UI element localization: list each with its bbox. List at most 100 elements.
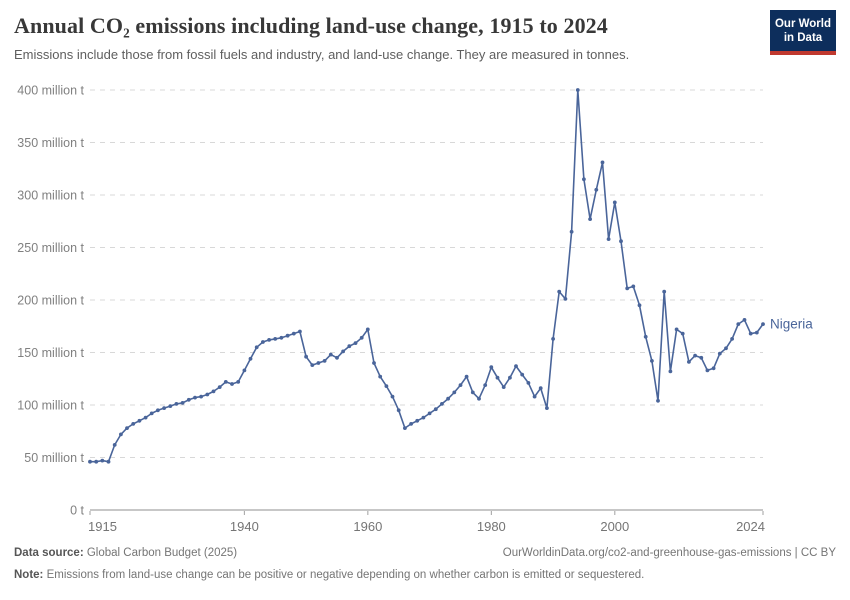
data-point[interactable] bbox=[149, 411, 154, 416]
data-point[interactable] bbox=[156, 408, 160, 413]
data-point[interactable] bbox=[674, 327, 679, 332]
data-point[interactable] bbox=[643, 334, 648, 339]
data-point[interactable] bbox=[433, 407, 438, 412]
data-point[interactable] bbox=[143, 415, 148, 420]
data-point[interactable] bbox=[656, 398, 660, 403]
data-point[interactable] bbox=[717, 351, 722, 356]
data-point[interactable] bbox=[365, 327, 370, 332]
data-point[interactable] bbox=[575, 88, 580, 92]
data-point[interactable] bbox=[446, 396, 450, 401]
data-point[interactable] bbox=[236, 380, 241, 384]
data-point[interactable] bbox=[261, 340, 265, 344]
data-point[interactable] bbox=[668, 369, 673, 374]
data-point[interactable] bbox=[588, 217, 592, 222]
data-point[interactable] bbox=[254, 345, 259, 350]
data-point[interactable] bbox=[347, 344, 352, 349]
data-point[interactable] bbox=[563, 297, 568, 301]
data-point[interactable] bbox=[316, 361, 321, 365]
data-point[interactable] bbox=[88, 459, 92, 464]
data-point[interactable] bbox=[711, 366, 716, 371]
data-point[interactable] bbox=[384, 384, 389, 388]
data-point[interactable] bbox=[273, 337, 278, 341]
data-point[interactable] bbox=[291, 331, 296, 336]
data-point[interactable] bbox=[761, 322, 765, 326]
data-point[interactable] bbox=[464, 374, 469, 379]
data-point[interactable] bbox=[625, 286, 630, 291]
data-point[interactable] bbox=[458, 383, 463, 387]
data-point[interactable] bbox=[304, 354, 308, 359]
data-point[interactable] bbox=[106, 459, 111, 464]
data-point[interactable] bbox=[359, 335, 364, 340]
data-point[interactable] bbox=[594, 187, 599, 192]
data-point[interactable] bbox=[631, 284, 636, 289]
data-point[interactable] bbox=[736, 322, 741, 326]
data-point[interactable] bbox=[532, 394, 537, 399]
data-point[interactable] bbox=[267, 338, 271, 342]
data-point[interactable] bbox=[409, 422, 413, 426]
data-point[interactable] bbox=[217, 385, 222, 389]
data-point[interactable] bbox=[705, 368, 710, 373]
data-point[interactable] bbox=[680, 331, 685, 336]
data-point[interactable] bbox=[699, 355, 704, 360]
data-point[interactable] bbox=[223, 380, 228, 384]
data-point[interactable] bbox=[94, 459, 99, 464]
data-point[interactable] bbox=[477, 396, 481, 401]
data-point[interactable] bbox=[538, 386, 543, 391]
data-point[interactable] bbox=[131, 422, 136, 426]
data-point[interactable] bbox=[119, 432, 123, 437]
data-point[interactable] bbox=[452, 390, 457, 395]
data-point[interactable] bbox=[526, 381, 531, 385]
data-point[interactable] bbox=[551, 337, 555, 341]
owid-url-link[interactable]: OurWorldinData.org/co2-and-greenhouse-ga… bbox=[502, 547, 836, 559]
data-point[interactable] bbox=[754, 330, 759, 335]
data-point[interactable] bbox=[205, 392, 210, 397]
data-point[interactable] bbox=[298, 329, 302, 334]
data-point[interactable] bbox=[748, 331, 753, 336]
data-point[interactable] bbox=[199, 394, 204, 399]
data-point[interactable] bbox=[279, 335, 284, 340]
data-point[interactable] bbox=[619, 239, 623, 244]
data-point[interactable] bbox=[495, 375, 500, 380]
data-point[interactable] bbox=[421, 415, 426, 420]
data-point[interactable] bbox=[378, 374, 383, 379]
data-point[interactable] bbox=[742, 318, 747, 322]
data-point[interactable] bbox=[396, 408, 401, 413]
data-point[interactable] bbox=[637, 303, 642, 308]
data-point[interactable] bbox=[483, 383, 488, 387]
owid-logo[interactable]: Our World in Data bbox=[770, 10, 836, 55]
data-point[interactable] bbox=[322, 359, 327, 363]
data-point[interactable] bbox=[390, 394, 395, 399]
data-point[interactable] bbox=[341, 349, 345, 354]
data-point[interactable] bbox=[186, 397, 191, 402]
data-point[interactable] bbox=[612, 200, 617, 205]
data-point[interactable] bbox=[328, 352, 333, 357]
data-point[interactable] bbox=[125, 426, 129, 430]
data-point[interactable] bbox=[248, 356, 253, 361]
data-point[interactable] bbox=[310, 363, 315, 367]
data-point[interactable] bbox=[582, 177, 586, 182]
data-point[interactable] bbox=[372, 361, 376, 365]
data-point[interactable] bbox=[569, 229, 574, 234]
data-point[interactable] bbox=[211, 389, 216, 394]
data-point[interactable] bbox=[230, 382, 234, 386]
data-point[interactable] bbox=[193, 395, 197, 400]
data-point[interactable] bbox=[545, 406, 549, 410]
data-point[interactable] bbox=[403, 426, 407, 430]
data-point[interactable] bbox=[606, 237, 611, 242]
data-point[interactable] bbox=[730, 337, 734, 341]
data-point[interactable] bbox=[168, 404, 173, 408]
data-point[interactable] bbox=[174, 402, 179, 406]
data-point[interactable] bbox=[470, 390, 475, 395]
data-point[interactable] bbox=[693, 353, 697, 358]
data-point[interactable] bbox=[415, 418, 420, 423]
data-point[interactable] bbox=[557, 289, 562, 294]
data-point[interactable] bbox=[600, 160, 605, 165]
data-point[interactable] bbox=[137, 418, 142, 423]
data-point[interactable] bbox=[100, 458, 105, 463]
series-line-nigeria[interactable] bbox=[89, 89, 764, 463]
data-point[interactable] bbox=[520, 372, 525, 377]
data-point[interactable] bbox=[335, 355, 339, 360]
data-point[interactable] bbox=[514, 364, 518, 368]
series-label-nigeria[interactable]: Nigeria bbox=[770, 317, 813, 332]
data-point[interactable] bbox=[353, 341, 358, 345]
